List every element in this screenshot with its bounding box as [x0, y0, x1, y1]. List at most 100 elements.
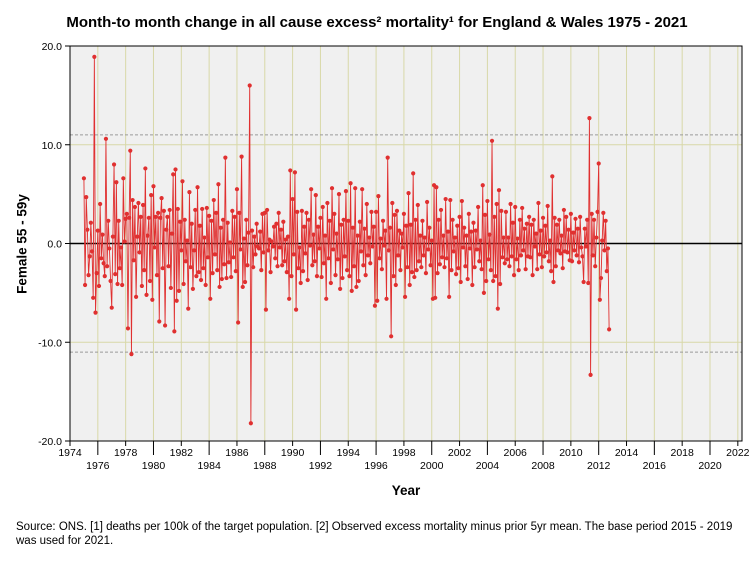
data-point: [183, 259, 189, 264]
x-tick-label: 1988: [253, 460, 277, 472]
data-point: [589, 211, 594, 216]
data-point: [391, 273, 396, 279]
x-tick-label: 2018: [670, 447, 694, 459]
data-point: [445, 229, 451, 234]
data-point: [539, 265, 544, 270]
data-point: [278, 227, 284, 232]
data-point: [213, 210, 219, 215]
data-point: [185, 238, 190, 243]
data-point: [513, 204, 518, 210]
data-point: [458, 279, 463, 285]
data-point: [530, 273, 535, 278]
data-point: [502, 261, 507, 266]
data-point: [551, 279, 556, 285]
data-point: [419, 265, 424, 270]
data-point: [383, 228, 388, 233]
data-point: [292, 170, 298, 175]
data-point: [136, 200, 141, 206]
data-point: [205, 255, 211, 260]
data-point: [579, 245, 584, 250]
data-point: [96, 283, 102, 289]
data-point: [422, 235, 427, 240]
data-point: [176, 288, 182, 293]
data-point: [566, 227, 571, 232]
data-point: [131, 258, 136, 263]
data-point: [408, 222, 413, 227]
data-point: [314, 273, 320, 279]
data-point: [405, 265, 410, 270]
data-point: [587, 115, 592, 121]
data-point: [227, 240, 233, 245]
data-point: [488, 268, 493, 273]
data-point: [356, 278, 361, 284]
data-point: [571, 230, 576, 235]
data-point: [204, 205, 209, 211]
data-point: [275, 264, 280, 269]
data-point: [188, 265, 193, 270]
data-point: [334, 231, 339, 236]
data-point: [322, 233, 328, 238]
data-point: [554, 222, 560, 227]
data-point: [494, 201, 499, 207]
data-point: [239, 154, 244, 159]
data-point: [81, 176, 87, 181]
data-point: [398, 268, 403, 273]
data-point: [399, 231, 404, 236]
data-point: [537, 252, 542, 257]
y-tick-label: -10.0: [38, 337, 62, 349]
data-point: [276, 210, 281, 215]
data-point: [477, 259, 482, 264]
data-point: [182, 217, 187, 222]
data-point: [542, 254, 547, 259]
data-point: [581, 279, 586, 285]
data-point: [251, 265, 256, 270]
data-point: [93, 310, 98, 315]
data-point: [515, 236, 520, 241]
x-tick-label: 1990: [281, 447, 305, 459]
data-point: [531, 217, 536, 222]
data-point: [350, 225, 355, 230]
data-point: [509, 254, 514, 259]
data-point: [583, 244, 589, 249]
data-point: [116, 218, 121, 223]
data-point: [387, 225, 393, 230]
data-point: [547, 238, 553, 243]
data-point: [152, 245, 157, 250]
x-axis-title: Year: [391, 483, 421, 498]
data-point: [412, 274, 417, 280]
data-point: [607, 327, 612, 332]
data-point: [281, 219, 286, 224]
data-point: [465, 276, 470, 282]
data-point: [503, 209, 509, 214]
data-point: [464, 233, 469, 238]
data-point: [113, 272, 118, 277]
data-point: [319, 274, 324, 280]
data-point: [280, 263, 285, 268]
data-point: [156, 210, 161, 215]
data-point: [225, 220, 230, 225]
data-point: [463, 264, 468, 269]
y-tick-label: 20.0: [42, 41, 63, 53]
data-point: [476, 204, 481, 210]
data-point: [556, 248, 561, 253]
data-point: [389, 334, 394, 339]
data-point: [521, 248, 526, 253]
data-point: [290, 196, 295, 202]
data-point: [324, 296, 329, 301]
data-point: [283, 237, 288, 242]
data-point: [328, 280, 333, 286]
data-point: [343, 189, 349, 194]
data-point: [406, 191, 411, 196]
data-point: [560, 266, 565, 271]
data-point: [471, 220, 476, 225]
data-point: [265, 207, 270, 213]
data-point: [482, 212, 488, 217]
data-point: [101, 261, 106, 266]
data-point: [84, 194, 89, 200]
data-point: [191, 248, 197, 253]
x-tick-label: 2008: [531, 460, 555, 472]
data-point: [194, 273, 199, 279]
data-point: [168, 285, 173, 291]
data-point: [535, 267, 540, 272]
